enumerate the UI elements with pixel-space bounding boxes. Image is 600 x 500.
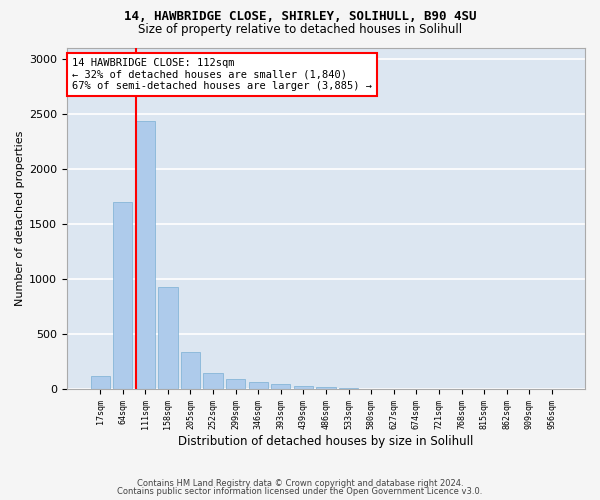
Bar xyxy=(136,122,155,389)
Y-axis label: Number of detached properties: Number of detached properties xyxy=(15,130,25,306)
Text: Contains HM Land Registry data © Crown copyright and database right 2024.: Contains HM Land Registry data © Crown c… xyxy=(137,478,463,488)
Text: 14, HAWBRIDGE CLOSE, SHIRLEY, SOLIHULL, B90 4SU: 14, HAWBRIDGE CLOSE, SHIRLEY, SOLIHULL, … xyxy=(124,10,476,23)
Text: Contains public sector information licensed under the Open Government Licence v3: Contains public sector information licen… xyxy=(118,487,482,496)
Text: Size of property relative to detached houses in Solihull: Size of property relative to detached ho… xyxy=(138,22,462,36)
Bar xyxy=(271,384,290,389)
Bar xyxy=(226,380,245,389)
Bar xyxy=(181,352,200,389)
Bar xyxy=(294,386,313,389)
X-axis label: Distribution of detached houses by size in Solihull: Distribution of detached houses by size … xyxy=(178,434,473,448)
Text: 14 HAWBRIDGE CLOSE: 112sqm
← 32% of detached houses are smaller (1,840)
67% of s: 14 HAWBRIDGE CLOSE: 112sqm ← 32% of deta… xyxy=(72,58,372,91)
Bar xyxy=(91,376,110,389)
Bar xyxy=(316,387,335,389)
Bar xyxy=(362,388,381,389)
Bar xyxy=(158,286,178,389)
Bar xyxy=(339,388,358,389)
Bar xyxy=(113,202,133,389)
Bar xyxy=(203,372,223,389)
Bar xyxy=(248,382,268,389)
